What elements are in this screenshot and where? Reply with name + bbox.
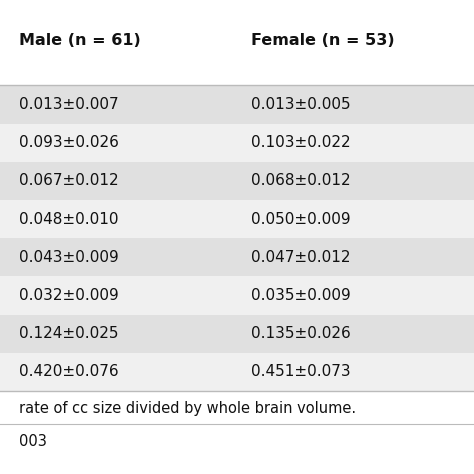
Text: Male (n = 61): Male (n = 61) — [19, 33, 141, 48]
Text: 0.124±0.025: 0.124±0.025 — [19, 326, 118, 341]
Text: 0.093±0.026: 0.093±0.026 — [19, 135, 119, 150]
Text: 0.135±0.026: 0.135±0.026 — [251, 326, 351, 341]
Bar — [0, 238, 474, 276]
Text: 0.451±0.073: 0.451±0.073 — [251, 365, 351, 380]
Text: 0.032±0.009: 0.032±0.009 — [19, 288, 118, 303]
Text: rate of cc size divided by whole brain volume.: rate of cc size divided by whole brain v… — [19, 401, 356, 416]
Text: 0.043±0.009: 0.043±0.009 — [19, 250, 118, 265]
Bar — [0, 276, 474, 315]
Text: 0.048±0.010: 0.048±0.010 — [19, 211, 118, 227]
Text: 0.050±0.009: 0.050±0.009 — [251, 211, 351, 227]
Bar — [0, 315, 474, 353]
Text: 0.420±0.076: 0.420±0.076 — [19, 365, 118, 380]
Text: 0.047±0.012: 0.047±0.012 — [251, 250, 351, 265]
Text: 003: 003 — [19, 434, 47, 449]
Text: Female (n = 53): Female (n = 53) — [251, 33, 395, 48]
Bar — [0, 200, 474, 238]
Bar — [0, 85, 474, 124]
Bar — [0, 162, 474, 200]
Text: 0.013±0.007: 0.013±0.007 — [19, 97, 118, 112]
Bar — [0, 353, 474, 391]
Text: 0.068±0.012: 0.068±0.012 — [251, 173, 351, 188]
Bar — [0, 124, 474, 162]
Text: 0.035±0.009: 0.035±0.009 — [251, 288, 351, 303]
Text: 0.067±0.012: 0.067±0.012 — [19, 173, 118, 188]
Text: 0.013±0.005: 0.013±0.005 — [251, 97, 351, 112]
Text: 0.103±0.022: 0.103±0.022 — [251, 135, 351, 150]
